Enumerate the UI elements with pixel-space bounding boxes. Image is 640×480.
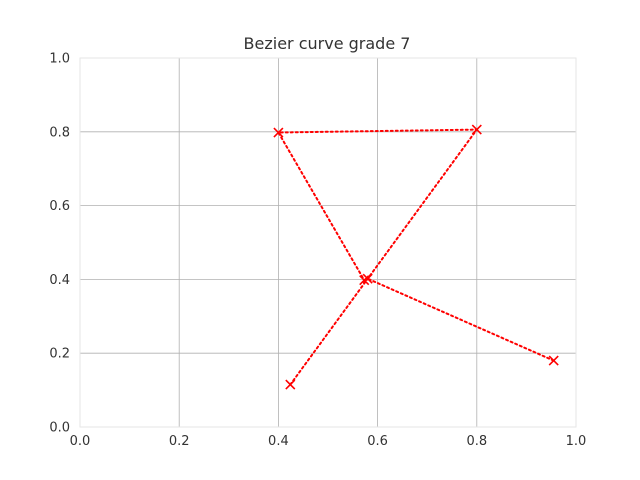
y-tick-label: 0.2: [49, 347, 70, 362]
y-tick-label: 0.6: [49, 199, 70, 214]
series-layer: [273, 124, 559, 390]
series-line: [276, 128, 555, 386]
chart-title: Bezier curve grade 7: [244, 34, 411, 53]
x-tick-label: 0.8: [466, 434, 487, 449]
data-point-marker: [362, 273, 373, 284]
y-tick-label: 0.8: [49, 125, 70, 140]
data-point-marker: [285, 379, 296, 390]
y-tick-label: 0.0: [49, 421, 70, 436]
x-tick-label: 1.0: [566, 434, 587, 449]
data-point-marker: [548, 355, 559, 366]
x-tick-label: 0.0: [70, 434, 91, 449]
x-tick-label: 0.2: [169, 434, 190, 449]
data-point-marker: [273, 127, 284, 138]
y-tick-label: 0.4: [49, 273, 70, 288]
y-tick-label: 1.0: [49, 52, 70, 67]
x-tick-label: 0.6: [367, 434, 388, 449]
plot-frame: [79, 57, 577, 428]
x-tick-label: 0.4: [268, 434, 289, 449]
data-point-marker: [471, 124, 482, 135]
tick-labels: 0.0 0.2 0.4 0.6 0.8 1.0 0.0 0.2 0.4 0.6 0.8 1.0: [49, 52, 586, 450]
